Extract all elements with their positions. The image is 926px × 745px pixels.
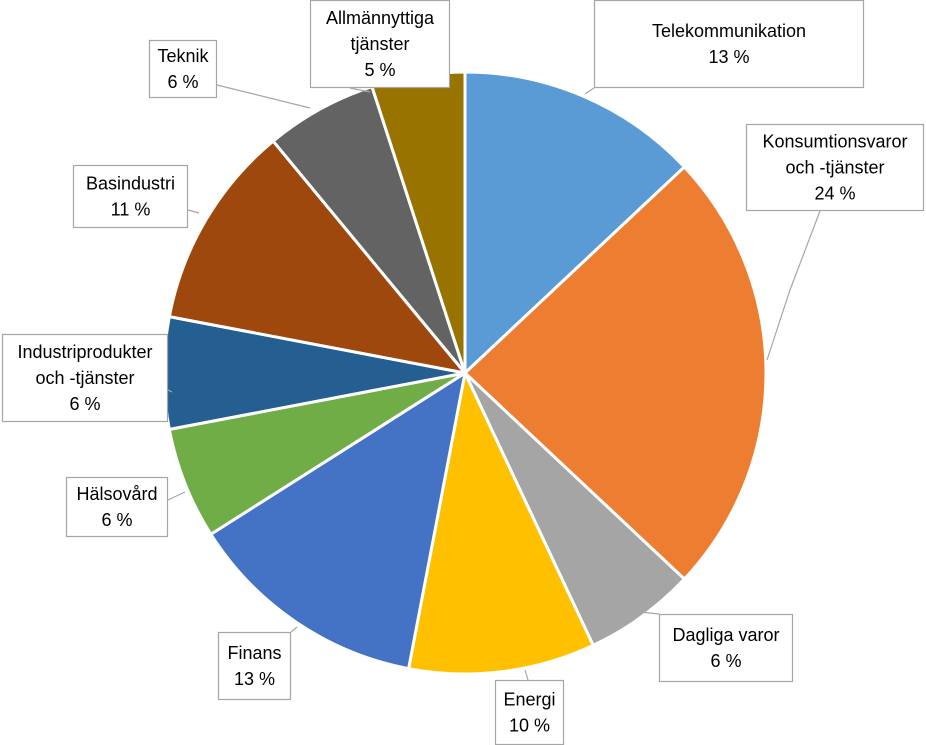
leader-line-industriprodukter-och-tj-nster bbox=[167, 389, 173, 393]
callout-category: Allmännyttiga bbox=[326, 8, 435, 28]
callout-value: 5 % bbox=[364, 60, 395, 80]
leader-line-dagliga-varor bbox=[623, 611, 660, 616]
callout-leader-lines bbox=[167, 84, 821, 681]
callout-box bbox=[658, 613, 794, 683]
callout-category: tjänster bbox=[350, 34, 409, 54]
callout-category: och -tjänster bbox=[35, 368, 134, 388]
callout-value: 6 % bbox=[710, 651, 741, 671]
callout-box bbox=[1, 333, 169, 423]
callout-box bbox=[494, 679, 565, 745]
callout-category: Konsumtionsvaror bbox=[762, 132, 907, 152]
leader-line-h-lsov-rd bbox=[167, 491, 186, 501]
callout-energi: Energi 10 % bbox=[494, 679, 565, 745]
callout-value: 13 % bbox=[708, 47, 749, 67]
callout-category: och -tjänster bbox=[785, 158, 884, 178]
callout-label: Energi 10 % bbox=[503, 690, 555, 736]
callout-label: Hälsovård 6 % bbox=[76, 484, 157, 530]
callout-category: Industriprodukter bbox=[17, 342, 152, 362]
callout-category: Teknik bbox=[157, 46, 209, 66]
callout-value: 24 % bbox=[814, 184, 855, 204]
callout-label: Dagliga varor 6 % bbox=[672, 625, 779, 671]
callout-konsumtionsvaror-och-tj-nster: Konsumtionsvaror och -tjänster 24 % bbox=[745, 123, 925, 212]
callout-industriprodukter-och-tj-nster: Industriprodukter och -tjänster 6 % bbox=[1, 333, 169, 423]
callout-value: 10 % bbox=[509, 716, 550, 736]
leader-line-telekommunikation bbox=[584, 87, 595, 95]
callout-box bbox=[309, 0, 451, 89]
callout-teknik: Teknik 6 % bbox=[148, 39, 218, 99]
slice-konsumtionsvaror-och-tj-nster bbox=[463, 165, 768, 581]
pie-slices bbox=[162, 70, 768, 676]
callout-label: Konsumtionsvaror och -tjänster 24 % bbox=[762, 132, 907, 204]
callout-category: Dagliga varor bbox=[672, 625, 779, 645]
leader-line-allm-nnyttiga-tj-nster bbox=[349, 87, 371, 93]
callout-value: 6 % bbox=[167, 72, 198, 92]
callout-box bbox=[593, 0, 865, 89]
callout-h-lsov-rd: Hälsovård 6 % bbox=[65, 476, 169, 538]
leader-line-finans bbox=[290, 626, 298, 633]
callout-box bbox=[745, 123, 925, 212]
leader-line-energi bbox=[524, 669, 529, 681]
callout-finans: Finans 13 % bbox=[217, 631, 292, 701]
callout-box bbox=[217, 631, 292, 701]
callout-label: Allmännyttiga tjänster 5 % bbox=[326, 8, 435, 80]
slice-energi bbox=[407, 371, 595, 676]
callout-label: Telekommunikation 13 % bbox=[652, 21, 806, 67]
callout-category: Finans bbox=[227, 643, 281, 663]
callout-category: Telekommunikation bbox=[652, 21, 806, 41]
callout-telekommunikation: Telekommunikation 13 % bbox=[593, 0, 865, 89]
callout-box bbox=[72, 164, 189, 229]
leader-line-teknik bbox=[216, 84, 311, 109]
callout-value: 6 % bbox=[101, 510, 132, 530]
callout-category: Basindustri bbox=[86, 174, 175, 194]
callout-value: 6 % bbox=[69, 394, 100, 414]
callout-label: Basindustri 11 % bbox=[86, 174, 175, 220]
callout-label: Finans 13 % bbox=[227, 643, 281, 689]
leader-line-basindustri bbox=[187, 209, 200, 214]
callout-dagliga-varor: Dagliga varor 6 % bbox=[658, 613, 794, 683]
slice-finans bbox=[209, 371, 467, 671]
callout-category: Energi bbox=[503, 690, 555, 710]
callout-category: Hälsovård bbox=[76, 484, 157, 504]
callout-value: 11 % bbox=[111, 200, 151, 220]
callout-box bbox=[65, 476, 169, 538]
leader-line-konsumtionsvaror-och-tj-nster bbox=[766, 210, 821, 361]
callout-value: 13 % bbox=[234, 669, 275, 689]
callout-label: Teknik 6 % bbox=[157, 46, 209, 92]
callout-box bbox=[148, 39, 218, 99]
slice-telekommunikation bbox=[463, 70, 686, 375]
callout-label: Industriprodukter och -tjänster 6 % bbox=[17, 342, 152, 414]
callout-allm-nnyttiga-tj-nster: Allmännyttiga tjänster 5 % bbox=[309, 0, 451, 89]
callout-basindustri: Basindustri 11 % bbox=[72, 164, 189, 229]
slice-basindustri bbox=[167, 139, 467, 375]
